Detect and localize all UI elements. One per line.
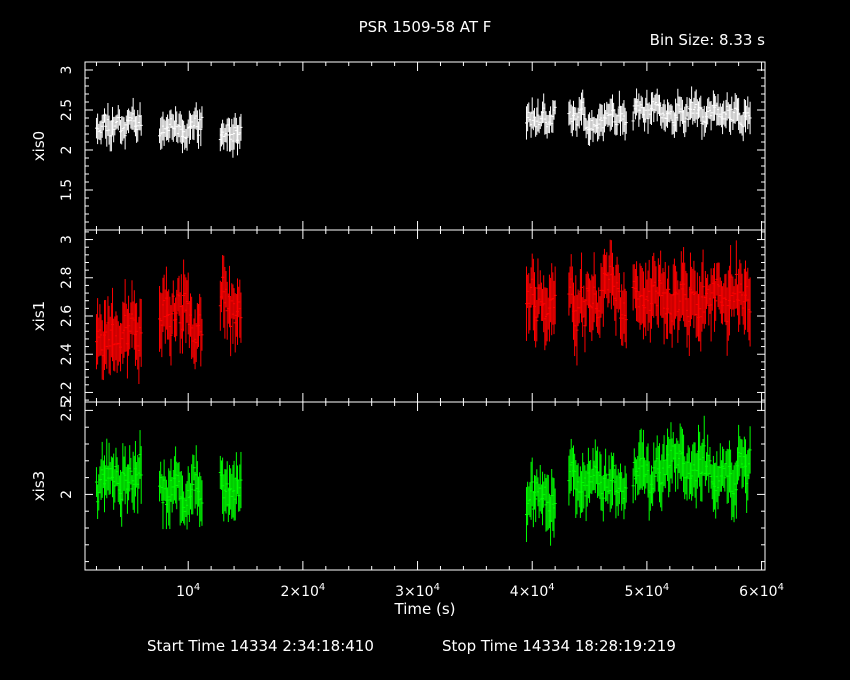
x-tick-label: 2×104 bbox=[280, 582, 325, 600]
y-tick-label: 2.8 bbox=[59, 267, 75, 289]
y-tick-label: 1.5 bbox=[59, 179, 75, 201]
data-points bbox=[94, 86, 752, 158]
panel-label: xis1 bbox=[30, 301, 48, 331]
y-tick-label: 2.5 bbox=[59, 399, 75, 421]
x-tick-label: 5×104 bbox=[624, 582, 669, 600]
y-tick-label: 3 bbox=[59, 235, 75, 244]
y-tick-label: 2.2 bbox=[59, 381, 75, 403]
panel-frame bbox=[84, 401, 766, 571]
y-tick-label: 3 bbox=[59, 66, 75, 75]
x-axis-label: Time (s) bbox=[394, 600, 456, 618]
y-tick-label: 2.6 bbox=[59, 305, 75, 327]
y-tick-label: 2.5 bbox=[59, 99, 75, 121]
y-tick-label: 2 bbox=[59, 490, 75, 499]
stop-time-label: Stop Time 14334 18:28:19:219 bbox=[442, 637, 676, 655]
bin-size-label: Bin Size: 8.33 s bbox=[650, 31, 766, 49]
start-time-label: Start Time 14334 2:34:18:410 bbox=[147, 637, 374, 655]
y-tick-label: 2 bbox=[59, 146, 75, 155]
panel-xis1: 2.2 2.4 2.6 2.8 3 xis1 bbox=[30, 229, 766, 404]
panel-label: xis0 bbox=[30, 131, 48, 161]
data-points bbox=[94, 239, 752, 385]
x-tick-label: 104 bbox=[176, 582, 200, 600]
x-axis-tick-labels: 104 2×104 3×104 4×104 5×104 6×104 bbox=[176, 582, 784, 600]
x-tick-label: 6×104 bbox=[739, 582, 784, 600]
chart-title: PSR 1509-58 AT F bbox=[359, 18, 492, 36]
panels-group: 1.5 2 2.5 3 xis0 2.2 2.4 2.6 2.8 3 xis1 2 2.5 xis3 bbox=[30, 61, 766, 571]
x-tick-label: 4×104 bbox=[510, 582, 555, 600]
panel-xis3: 2 2.5 xis3 bbox=[30, 399, 766, 571]
y-tick-label: 2.4 bbox=[59, 343, 75, 365]
panel-label: xis3 bbox=[30, 471, 48, 501]
data-points bbox=[94, 415, 752, 546]
panel-xis0: 1.5 2 2.5 3 xis0 bbox=[30, 61, 766, 231]
x-tick-label: 3×104 bbox=[395, 582, 440, 600]
